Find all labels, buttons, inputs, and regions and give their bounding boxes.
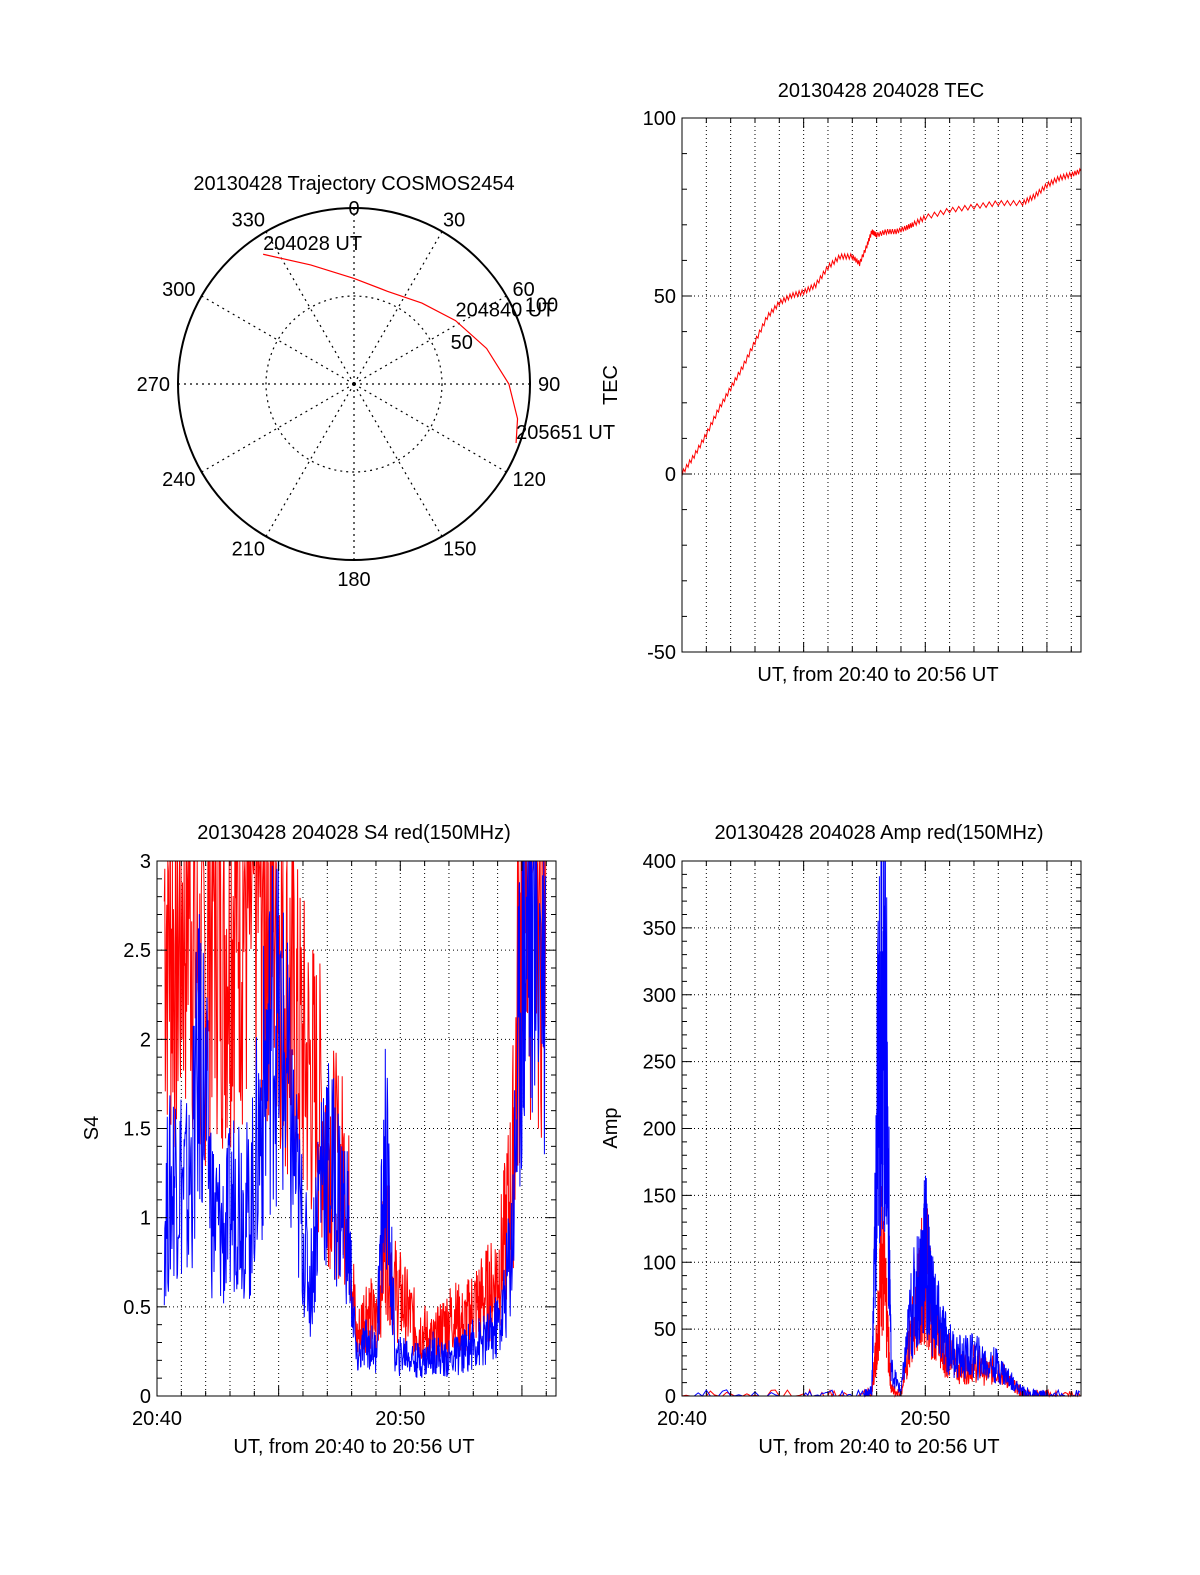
trajectory-chart: 20130428 Trajectory COSMOS2454 0 30 60 90 12… — [137, 173, 615, 591]
tec-xlabel: UT, from 20:40 to 20:56 UT — [757, 664, 998, 686]
amp-grid — [682, 861, 1081, 1396]
trajectory-azimuth-label: 270 — [137, 374, 170, 396]
trajectory-azimuth-label: 0 — [348, 198, 359, 220]
trajectory-spoke — [353, 383, 507, 473]
trajectory-outer-circle — [177, 207, 531, 561]
trajectory-annotations: 204028 UT 204840 UT 205651 UT — [263, 233, 615, 444]
trajectory-spoke — [265, 383, 355, 537]
amp-ytick-label: 400 — [643, 851, 676, 873]
trajectory-time-annotation: 204840 UT — [455, 300, 554, 322]
amp-ytick-label: 350 — [643, 918, 676, 940]
amp-ytick-label: 0 — [665, 1386, 676, 1408]
s4-xtick-label: 20:40 — [132, 1408, 182, 1430]
amp-ytick-label: 150 — [643, 1185, 676, 1207]
trajectory-radial-label: 50 — [451, 332, 473, 354]
tec-ytick-label: 50 — [654, 286, 676, 308]
trajectory-spoke — [201, 295, 355, 385]
amp-xtick-label: 20:40 — [657, 1408, 707, 1430]
s4-ytick-label: 1.5 — [123, 1119, 151, 1141]
amp-ytick-label: 100 — [643, 1252, 676, 1274]
s4-xlabel: UT, from 20:40 to 20:56 UT — [233, 1436, 474, 1458]
s4-ytick-label: 3 — [140, 851, 151, 873]
s4-xtick-label: 20:50 — [375, 1408, 425, 1430]
s4-ytick-label: 1 — [140, 1208, 151, 1230]
amp-ticks: 0 50 100 150 200 250 300 350 400 20:40 20:50 — [643, 851, 1081, 1430]
tec-ytick-label: -50 — [647, 642, 676, 664]
trajectory-azimuth-label: 210 — [232, 539, 265, 561]
trajectory-radial-label: 100 — [525, 295, 558, 317]
trajectory-azimuth-label: 330 — [232, 209, 265, 231]
s4-ytick-label: 2.5 — [123, 940, 151, 962]
trajectory-azimuth-label: 240 — [162, 469, 195, 491]
tec-series-line — [681, 167, 1082, 477]
tec-ticks: -50 0 50 100 — [643, 108, 1081, 664]
tec-chart: 20130428 204028 TEC -50 0 50 100 UT, from 2… — [600, 80, 1082, 686]
trajectory-series-line — [263, 253, 519, 444]
amp-series-blue — [682, 860, 1081, 1398]
amp-ytick-label: 200 — [643, 1119, 676, 1141]
trajectory-time-annotation: 205651 UT — [516, 422, 615, 444]
amp-ytick-label: 50 — [654, 1319, 676, 1341]
amp-xtick-label: 20:50 — [900, 1408, 950, 1430]
trajectory-inner-circle — [265, 295, 443, 473]
amp-ytick-label: 250 — [643, 1052, 676, 1074]
trajectory-title: 20130428 Trajectory COSMOS2454 — [193, 173, 514, 195]
tec-ylabel: TEC — [600, 365, 622, 405]
s4-chart: 20130428 204028 S4 red(150MHz) 0 0.5 1 1.5 2… — [81, 822, 557, 1458]
tec-plot-frame — [681, 117, 1082, 653]
s4-ytick-label: 2 — [140, 1029, 151, 1051]
s4-title: 20130428 204028 S4 red(150MHz) — [197, 822, 511, 844]
trajectory-azimuth-label: 180 — [337, 569, 370, 591]
trajectory-spoke — [353, 231, 443, 385]
trajectory-azimuth-label: 150 — [443, 539, 476, 561]
tec-grid — [682, 118, 1081, 652]
tec-title: 20130428 204028 TEC — [778, 80, 984, 102]
amp-xlabel: UT, from 20:40 to 20:56 UT — [758, 1436, 999, 1458]
s4-ylabel: S4 — [81, 1116, 103, 1140]
s4-ytick-label: 0 — [140, 1386, 151, 1408]
amp-title: 20130428 204028 Amp red(150MHz) — [714, 822, 1043, 844]
s4-ticks: 0 0.5 1 1.5 2 2.5 3 20:40 20:50 — [123, 851, 556, 1430]
s4-ytick-label: 0.5 — [123, 1297, 151, 1319]
trajectory-azimuth-label: 60 — [513, 279, 535, 301]
trajectory-azimuth-labels: 0 30 60 90 120 150 180 210 240 270 300 330 — [137, 198, 561, 591]
trajectory-time-annotation: 204028 UT — [263, 233, 362, 255]
trajectory-azimuth-label: 90 — [538, 374, 560, 396]
amp-ytick-label: 300 — [643, 985, 676, 1007]
trajectory-grid — [178, 208, 530, 560]
trajectory-radial-labels: 50 100 — [451, 295, 559, 354]
s4-series-blue — [163, 860, 547, 1378]
trajectory-azimuth-label: 300 — [162, 279, 195, 301]
tec-ytick-label: 0 — [665, 464, 676, 486]
amp-chart: 20130428 204028 Amp red(150MHz) 0 50 100 15… — [600, 822, 1082, 1458]
tec-ytick-label: 100 — [643, 108, 676, 130]
trajectory-azimuth-label: 120 — [513, 469, 546, 491]
amp-ylabel: Amp — [600, 1107, 622, 1148]
s4-series — [163, 860, 547, 1378]
trajectory-azimuth-label: 30 — [443, 209, 465, 231]
amp-series — [681, 860, 1081, 1398]
s4-series-red — [163, 860, 547, 1368]
